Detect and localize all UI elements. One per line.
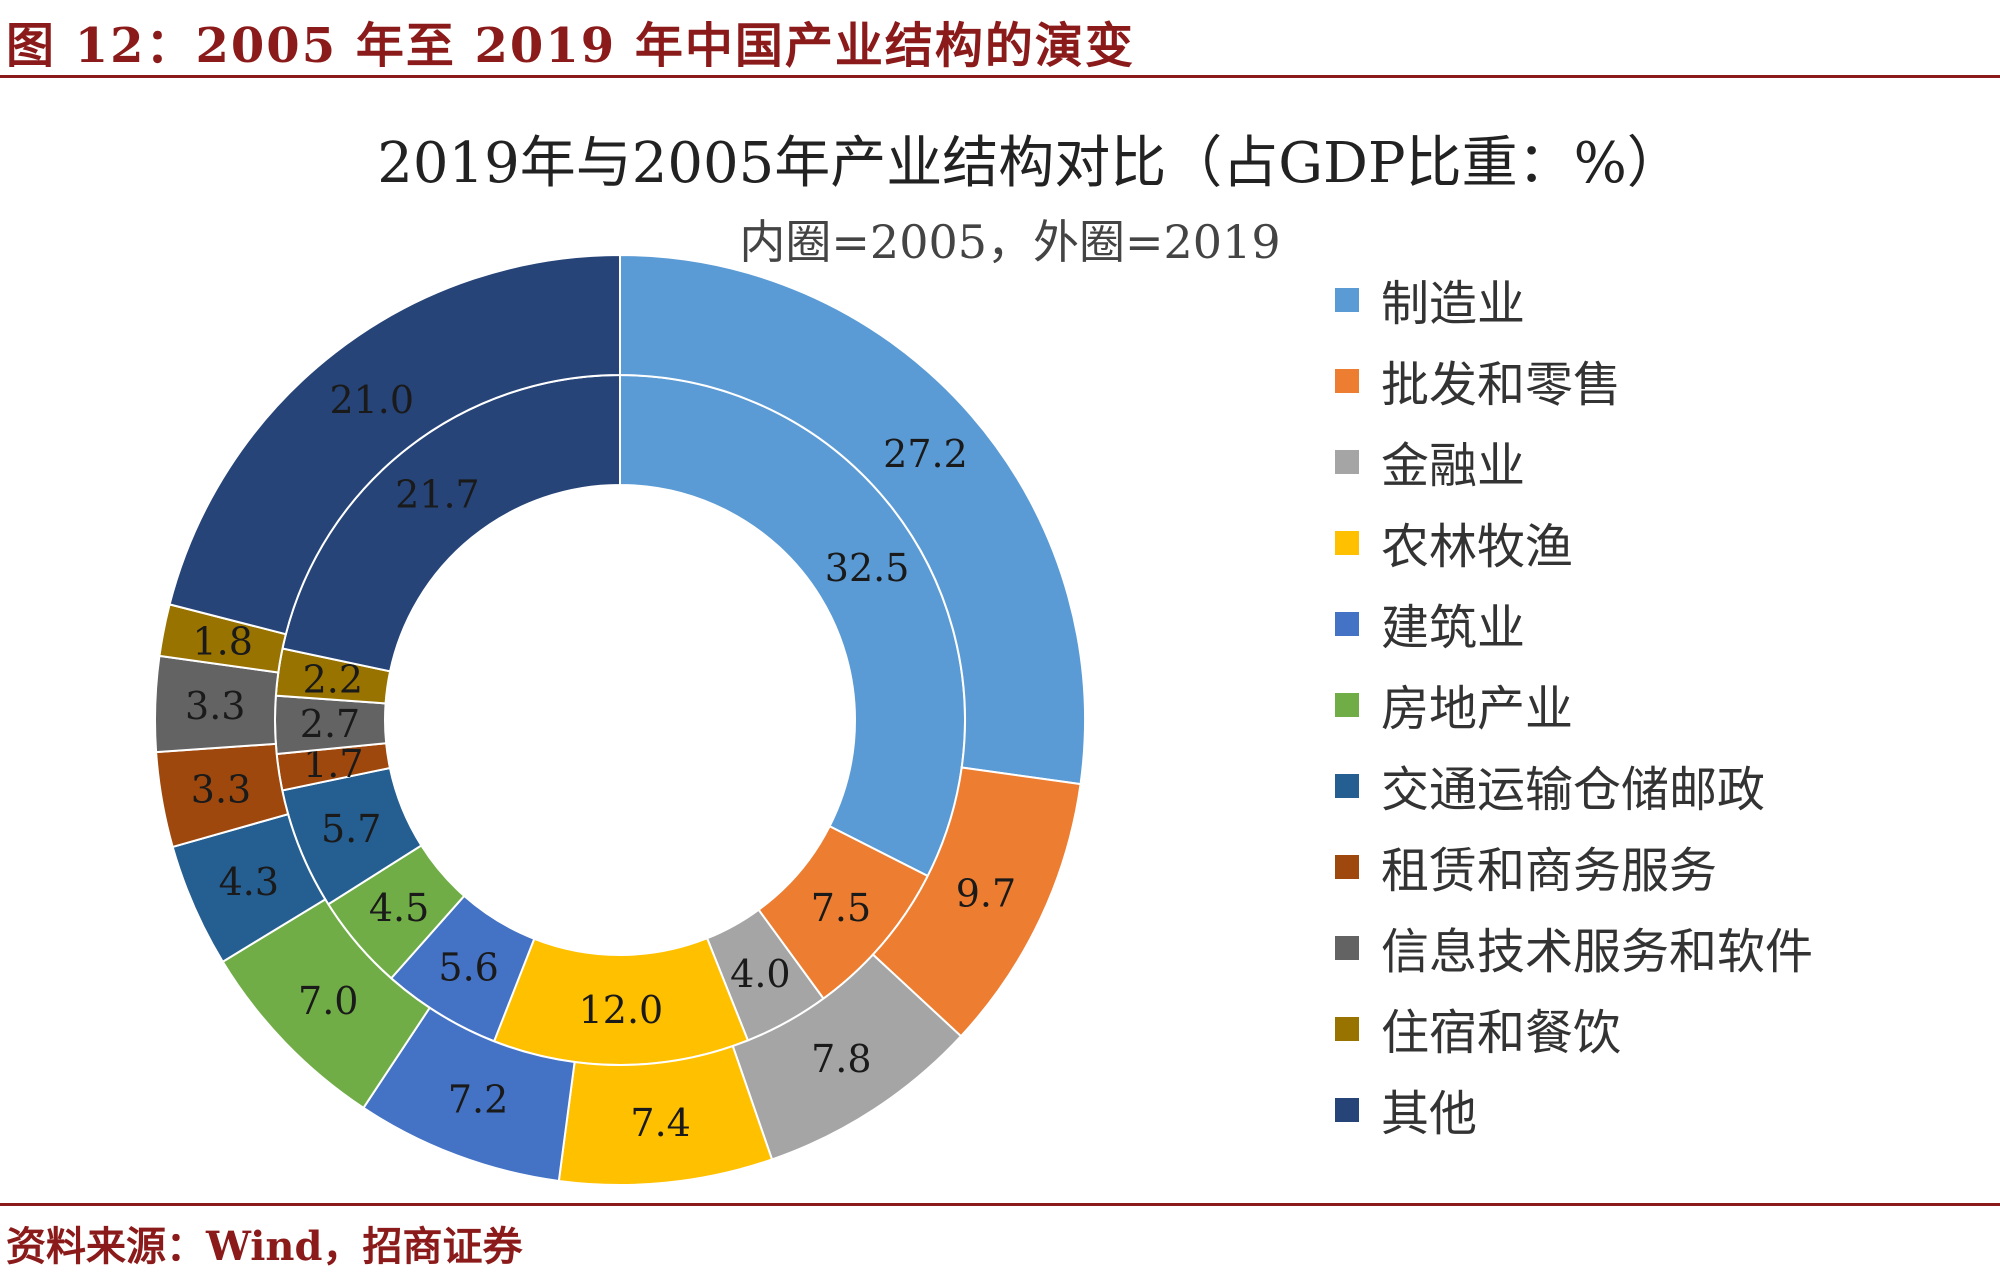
slice-outer-0 [619, 253, 1086, 786]
figure-header: 图 12：2005 年至 2019 年中国产业结构的演变 [0, 0, 2000, 78]
legend-swatch [1335, 774, 1359, 798]
data-label-inner-8: 2.7 [300, 702, 360, 746]
chart-title: 2019年与2005年产业结构对比（占GDP比重：%） [377, 131, 1683, 196]
slice-outer-10 [168, 253, 621, 636]
chart-subtitle: 内圈=2005，外圈=2019 [739, 215, 1281, 269]
legend-label: 房地产业 [1381, 681, 1574, 737]
legend-label: 信息技术服务和软件 [1381, 924, 1814, 980]
data-label-outer-2: 7.8 [811, 1037, 871, 1081]
legend-swatch [1335, 1017, 1359, 1041]
legend-label: 其他 [1381, 1086, 1478, 1142]
data-label-outer-4: 7.2 [448, 1077, 508, 1121]
data-label-inner-4: 5.6 [438, 945, 498, 989]
data-label-outer-1: 9.7 [956, 872, 1016, 916]
legend-label: 金融业 [1381, 438, 1526, 494]
legend-swatch [1335, 288, 1359, 312]
legend-label: 建筑业 [1381, 600, 1526, 656]
legend-swatch [1335, 450, 1359, 474]
data-label-inner-5: 4.5 [369, 886, 429, 930]
data-label-outer-5: 7.0 [298, 979, 358, 1023]
legend-swatch [1335, 693, 1359, 717]
figure-source: 资料来源：Wind，招商证券 [6, 1223, 523, 1270]
figure-title: 图 12：2005 年至 2019 年中国产业结构的演变 [6, 18, 1135, 74]
legend-label: 制造业 [1381, 276, 1526, 332]
legend-swatch [1335, 936, 1359, 960]
legend-swatch [1335, 855, 1359, 879]
legend-swatch [1335, 369, 1359, 393]
data-label-inner-6: 5.7 [321, 807, 381, 851]
data-label-outer-0: 27.2 [883, 432, 968, 476]
data-label-outer-8: 3.3 [185, 684, 245, 728]
legend-label: 农林牧渔 [1381, 519, 1574, 575]
data-label-inner-0: 32.5 [825, 546, 910, 590]
data-label-outer-6: 4.3 [219, 860, 279, 904]
legend-swatch [1335, 612, 1359, 636]
legend-swatch [1335, 531, 1359, 555]
figure-footer: 资料来源：Wind，招商证券 [0, 1203, 2000, 1270]
data-label-inner-1: 7.5 [811, 886, 871, 930]
data-label-inner-10: 21.7 [395, 473, 480, 517]
data-label-outer-10: 21.0 [329, 378, 414, 422]
legend-label: 租赁和商务服务 [1381, 843, 1718, 899]
data-label-outer-7: 3.3 [191, 768, 251, 812]
data-label-outer-3: 7.4 [630, 1101, 690, 1145]
data-label-inner-2: 4.0 [730, 952, 790, 996]
data-label-outer-9: 1.8 [192, 620, 252, 664]
legend-label: 批发和零售 [1381, 357, 1622, 413]
data-label-inner-9: 2.2 [303, 658, 363, 702]
legend-swatch [1335, 1098, 1359, 1122]
legend-label: 交通运输仓储邮政 [1381, 762, 1766, 818]
legend-label: 住宿和餐饮 [1381, 1005, 1622, 1061]
data-label-inner-3: 12.0 [579, 988, 664, 1032]
